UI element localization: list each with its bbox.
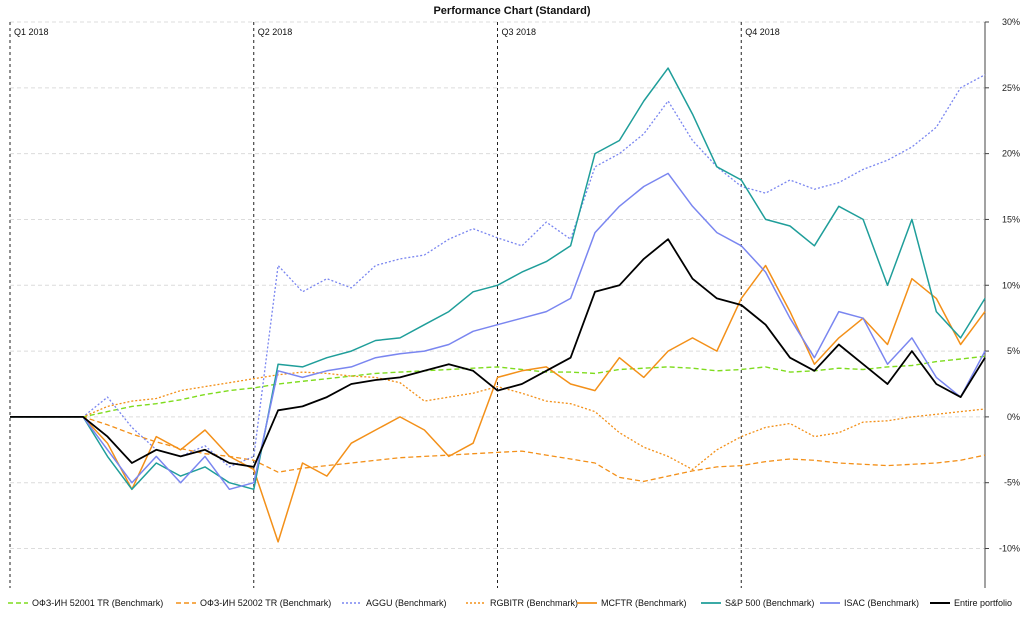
series-line <box>10 67 986 491</box>
series-line <box>10 355 986 418</box>
y-tick-label: 25% <box>1002 83 1020 93</box>
legend-label: MCFTR (Benchmark) <box>601 598 687 608</box>
series-line <box>10 371 986 471</box>
legend-label: S&P 500 (Benchmark) <box>725 598 814 608</box>
quarter-label: Q1 2018 <box>14 27 49 37</box>
series-line <box>10 172 986 491</box>
quarter-label: Q3 2018 <box>502 27 537 37</box>
legend: ОФЗ-ИН 52001 TR (Benchmark) ОФЗ-ИН 52002 … <box>8 598 1012 608</box>
legend-label: ISAC (Benchmark) <box>844 598 919 608</box>
legend-label: AGGU (Benchmark) <box>366 598 447 608</box>
legend-label: RGBITR (Benchmark) <box>490 598 578 608</box>
chart-title: Performance Chart (Standard) <box>433 5 590 17</box>
series-line <box>10 264 986 543</box>
legend-label: ОФЗ-ИН 52001 TR (Benchmark) <box>32 598 163 608</box>
series-line <box>10 416 986 483</box>
y-axis: 30% 25% 20% 15% 10% 5% 0% -5% -10% <box>984 17 1020 588</box>
grid-lines <box>10 21 985 550</box>
y-tick-label: -5% <box>1004 478 1020 488</box>
series-line <box>10 238 986 468</box>
y-tick-label: 5% <box>1007 346 1020 356</box>
legend-label: ОФЗ-ИН 52002 TR (Benchmark) <box>200 598 331 608</box>
series-lines <box>10 67 986 543</box>
y-tick-label: 0% <box>1007 412 1020 422</box>
y-tick-label: -10% <box>999 544 1020 554</box>
y-tick-label: 20% <box>1002 149 1020 159</box>
legend-label: Entire portfolio <box>954 598 1012 608</box>
quarter-label: Q2 2018 <box>258 27 293 37</box>
quarter-label: Q4 2018 <box>745 27 780 37</box>
y-tick-label: 30% <box>1002 17 1020 27</box>
y-tick-label: 10% <box>1002 280 1020 290</box>
y-tick-label: 15% <box>1002 214 1020 224</box>
